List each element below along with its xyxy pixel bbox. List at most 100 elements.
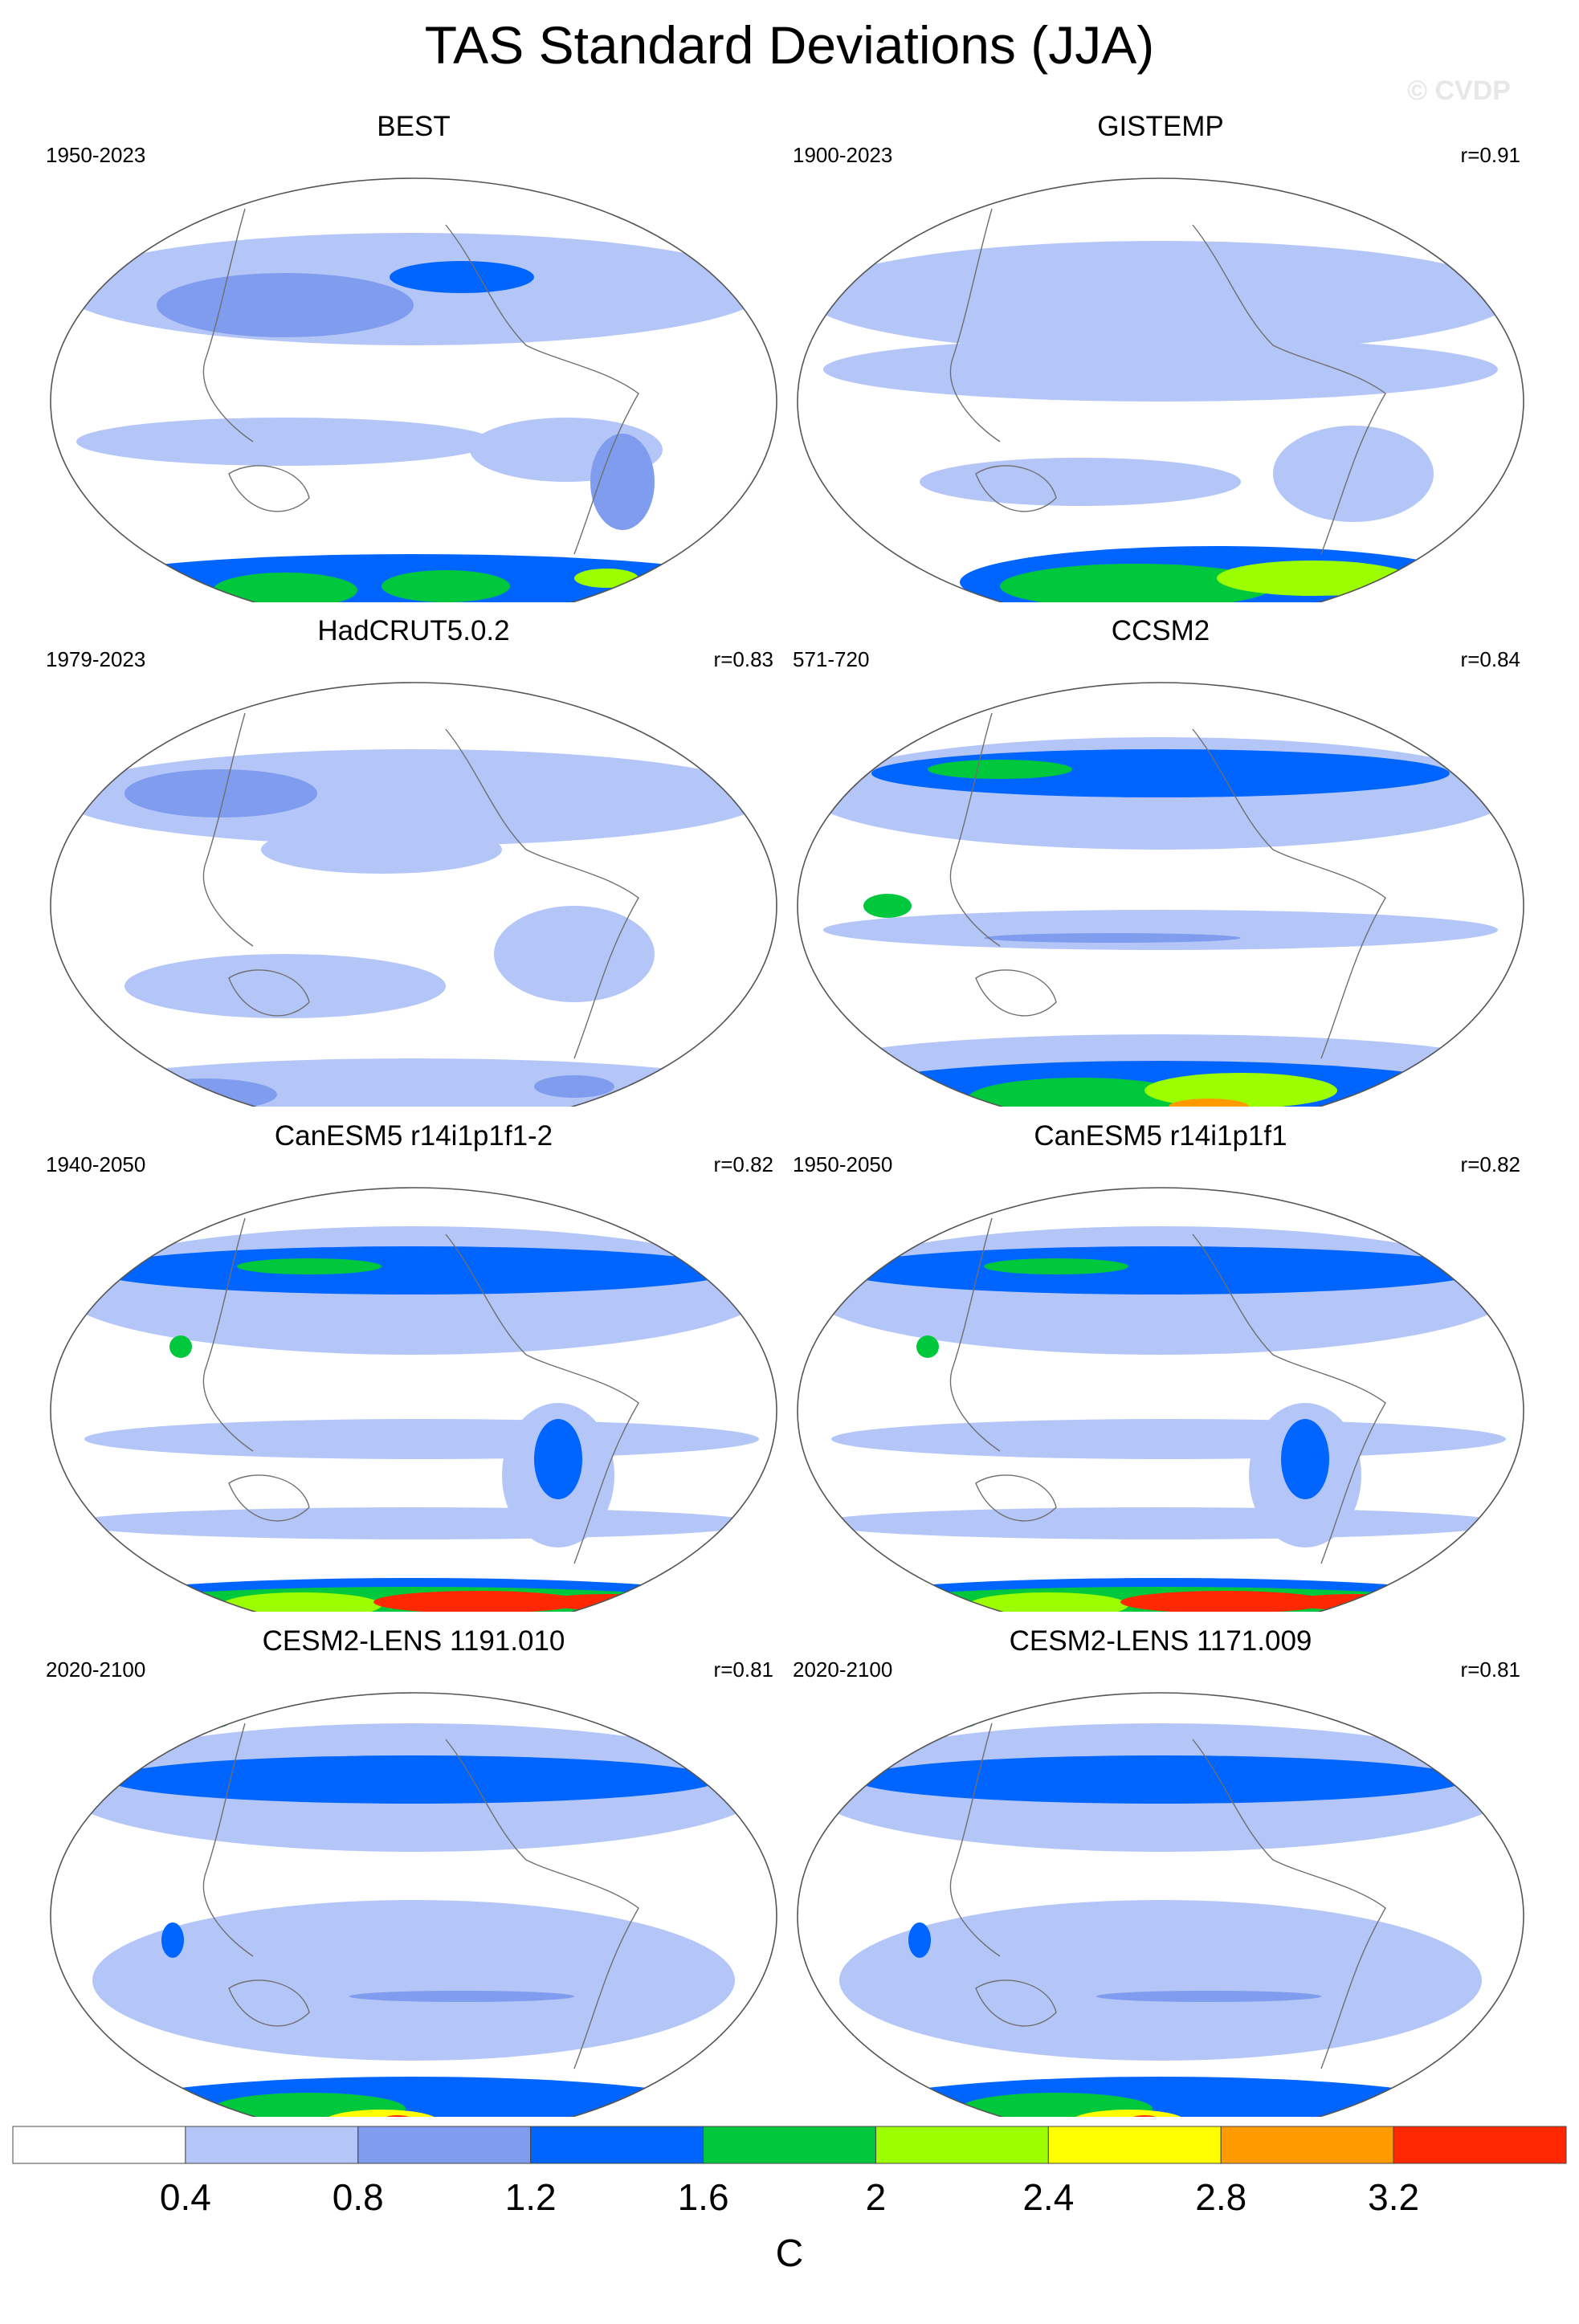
panel-period: 1900-2023	[793, 143, 893, 167]
anomaly-region	[1217, 561, 1410, 596]
map-panel: CCSM2 571-720 r=0.84	[791, 609, 1530, 1107]
map-plot	[50, 682, 777, 1107]
colorbar-tick-label: 3.2	[1368, 2176, 1419, 2218]
anomaly-region	[1120, 1591, 1329, 1612]
colorbar-tick-label: 1.6	[678, 2176, 729, 2218]
anomaly-region	[542, 1594, 671, 1610]
map-outline	[797, 1187, 1524, 1612]
anomaly-region	[1289, 1594, 1418, 1610]
anomaly-region	[908, 1922, 931, 1958]
coastlines	[949, 1723, 1386, 2069]
anomaly-region	[60, 233, 767, 345]
anomaly-region	[494, 906, 655, 1002]
anomaly-region	[325, 2110, 438, 2117]
coastlines	[202, 1723, 639, 2069]
anomaly-region	[807, 241, 1514, 353]
colorbar-tick-label: 2	[866, 2176, 887, 2218]
anomaly-region	[84, 1419, 759, 1459]
map-outline	[797, 177, 1524, 602]
panel-period: 2020-2100	[793, 1657, 893, 1682]
panel-title: CCSM2	[1111, 615, 1210, 646]
coastline-americas	[445, 1233, 639, 1564]
map-panel: GISTEMP 1900-2023 r=0.91	[791, 104, 1530, 602]
anomaly-region	[1273, 426, 1434, 522]
map-panel: CanESM5 r14i1p1f1-2 1940-2050 r=0.82	[44, 1114, 783, 1612]
coastline-australia	[975, 465, 1057, 512]
coastline-americas	[445, 224, 639, 555]
map-plot	[797, 177, 1524, 602]
anomaly-region	[221, 1592, 381, 1612]
coastline-asia	[949, 208, 1001, 442]
anomaly-region	[68, 1058, 759, 1107]
map-outline	[50, 177, 777, 602]
anomaly-region	[381, 570, 510, 602]
anomaly-region	[574, 569, 639, 588]
watermark: © CVDP	[1407, 75, 1511, 106]
anomaly-region	[390, 261, 534, 293]
coastline-americas	[1192, 728, 1386, 1059]
anomaly-region	[534, 1419, 582, 1499]
map-panel: CanESM5 r14i1p1f1 1950-2050 r=0.82	[791, 1114, 1530, 1612]
anomaly-region	[855, 1755, 1466, 1804]
anomaly-region	[534, 1075, 614, 1098]
contour-field	[60, 233, 767, 602]
panel-correlation: r=0.84	[1460, 647, 1520, 671]
anomaly-region	[237, 1258, 381, 1274]
map-plot	[50, 1692, 777, 2117]
anomaly-region	[261, 826, 502, 874]
anomaly-region	[157, 273, 414, 337]
anomaly-region	[960, 2093, 1153, 2117]
coastlines	[949, 712, 1386, 1059]
anomaly-region	[92, 1900, 735, 2061]
anomaly-region	[161, 1922, 184, 1958]
panel-period: 1950-2023	[46, 143, 146, 167]
coastline-australia	[975, 1474, 1057, 1522]
map-plot	[797, 1692, 1524, 2117]
coastline-americas	[1192, 1739, 1386, 2069]
anomaly-region	[213, 573, 357, 602]
panel-correlation: r=0.83	[713, 647, 773, 671]
coastline-australia	[228, 465, 310, 512]
panel-period: 2020-2100	[46, 1657, 146, 1682]
anomaly-region	[823, 910, 1498, 950]
anomaly-region	[124, 954, 446, 1018]
anomaly-region	[920, 458, 1241, 506]
anomaly-region	[213, 2093, 406, 2117]
anomaly-region	[349, 1991, 574, 2002]
map-panel: CESM2-LENS 1191.010 2020-2100 r=0.81	[44, 1619, 783, 2117]
colorbar-bin	[703, 2126, 876, 2164]
anomaly-region	[590, 434, 655, 530]
colorbar-bin	[357, 2126, 532, 2164]
panel-correlation: r=0.91	[1460, 143, 1520, 167]
anomaly-region	[1144, 1073, 1337, 1107]
anomaly-region	[76, 418, 494, 466]
coastlines	[949, 1217, 1386, 1564]
anomaly-region	[68, 1507, 759, 1539]
anomaly-region	[108, 1755, 719, 1804]
panel-title: BEST	[377, 111, 451, 142]
figure-title: TAS Standard Deviations (JJA)	[424, 15, 1155, 75]
panel-title: CanESM5 r14i1p1f1-2	[274, 1120, 553, 1152]
panel-title: CESM2-LENS 1171.009	[1009, 1625, 1312, 1657]
colorbar-tick-label: 0.4	[160, 2176, 211, 2218]
map-outline	[50, 682, 777, 1107]
anomaly-region	[863, 1715, 976, 1731]
colorbar-tick-label: 1.2	[505, 2176, 557, 2218]
panel-title: CanESM5 r14i1p1f1	[1034, 1120, 1287, 1152]
colorbar-bin	[530, 2126, 704, 2164]
anomaly-region	[373, 1591, 582, 1612]
coastline-asia	[949, 1217, 1001, 1452]
anomaly-region	[823, 337, 1498, 402]
anomaly-region	[916, 1335, 939, 1358]
map-outline	[50, 1692, 777, 2117]
panel-title: GISTEMP	[1097, 111, 1224, 142]
coastline-americas	[445, 728, 639, 1059]
anomaly-region	[928, 760, 1072, 779]
coastlines	[949, 208, 1386, 555]
colorbar-bin	[875, 2126, 1049, 2164]
panel-title: CESM2-LENS 1191.010	[262, 1625, 565, 1657]
anomaly-region	[1096, 1991, 1321, 2002]
anomaly-region	[1169, 1099, 1249, 1107]
coastline-australia	[975, 969, 1057, 1017]
anomaly-region	[839, 1246, 1482, 1295]
